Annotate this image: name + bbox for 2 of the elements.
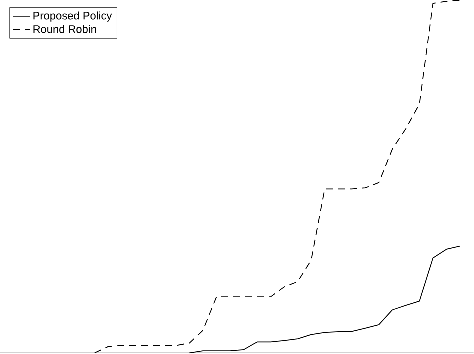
legend-label: Round Robin	[34, 25, 96, 34]
legend-label: Proposed Policy	[34, 12, 112, 22]
